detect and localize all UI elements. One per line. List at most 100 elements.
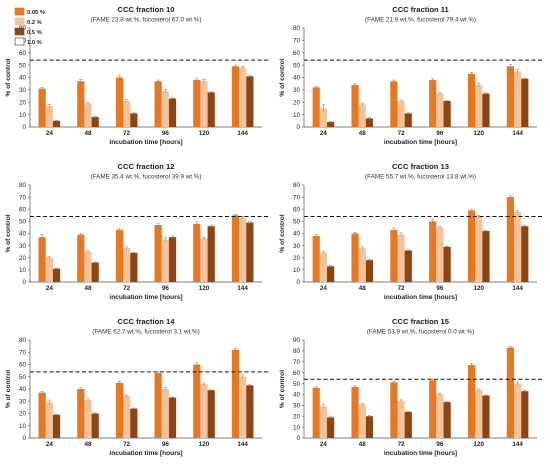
y-tick-label: 20 [19,255,27,262]
legend-label: 1.0 % [27,40,42,46]
x-tick-label: 96 [162,130,170,137]
x-tick-label: 72 [398,130,406,137]
y-tick-label: 40 [293,392,301,399]
bar-1 [351,386,359,438]
chart-title: CCC fraction 10 [118,5,175,14]
bar-3 [52,120,61,127]
bar-3 [130,408,138,438]
bar-3 [521,391,529,438]
bar-2 [123,101,131,127]
bar-2 [45,257,53,282]
chart-title: CCC fraction 15 [392,317,450,326]
bar-2 [161,389,169,438]
bar-3 [207,226,215,282]
y-tick-label: 30 [293,403,301,410]
y-tick-label: 50 [19,374,27,381]
y-tick-label: 40 [19,386,27,393]
bar-3 [482,395,490,438]
bar-1 [390,81,398,127]
y-tick-label: 50 [293,62,301,69]
y-tick-label: 60 [293,206,301,213]
bar-1 [506,66,514,127]
x-tick-label: 120 [199,285,210,292]
bar-2 [319,252,328,282]
y-axis-label: % of control [5,58,12,96]
legend-label: 0.5 % [27,30,42,36]
chart-subtitle: (FAME 21.9 wt.%, fucosterol 79.4 wt.%) [365,17,476,24]
y-tick-label: 10 [19,112,27,119]
y-tick-label: 50 [19,62,27,69]
x-tick-label: 120 [473,285,484,292]
x-tick-label: 24 [320,285,328,292]
bar-3 [404,411,412,438]
bar-2 [123,396,131,438]
bar-3 [365,416,374,438]
x-tick-label: 96 [436,130,444,137]
chart-title: CCC fraction 12 [118,162,175,171]
y-tick-label: 60 [19,206,27,213]
bar-3 [365,118,374,127]
y-tick-label: 0 [296,435,300,442]
bar-2 [161,239,169,282]
x-tick-label: 24 [46,130,54,137]
y-tick-label: 70 [19,349,27,356]
x-tick-label: 24 [46,285,54,292]
x-tick-label: 96 [436,441,444,448]
x-tick-label: 24 [46,441,54,448]
bar-1 [429,221,437,282]
x-axis-label: incubation time [hours] [109,450,182,457]
bar-1 [312,387,320,438]
bar-2 [200,238,208,282]
bar-1 [390,382,398,438]
legend-swatch-3 [14,27,25,36]
y-tick-label: 10 [19,267,27,274]
bar-2 [475,216,483,282]
bar-1 [115,382,124,438]
bar-3 [207,92,215,127]
x-tick-label: 144 [237,441,248,448]
y-tick-label: 60 [19,50,27,57]
y-tick-label: 10 [293,267,301,274]
y-tick-label: 30 [19,398,27,405]
chart-subtitle: (FAME 53.9 wt.%, fucosterol 0.0 wt.%) [367,329,474,336]
legend-swatch-2 [14,17,25,26]
bar-3 [482,93,490,127]
bar-3 [443,402,451,438]
x-tick-label: 48 [359,130,367,137]
bar-1 [115,229,124,282]
bar-1 [312,87,320,127]
bar-1 [77,234,85,282]
bar-2 [319,406,328,438]
legend-label: 0.05 % [27,10,45,16]
bar-3 [404,250,412,282]
bar-2 [513,71,522,127]
bar-3 [327,417,335,438]
bar-2 [436,227,444,282]
bar-3 [168,397,177,438]
bar-3 [327,266,335,282]
bar-1 [312,235,320,282]
y-axis-label: % of control [279,58,286,96]
y-tick-label: 60 [19,362,27,369]
bar-3 [91,413,99,438]
y-tick-label: 80 [293,25,301,32]
chart-subtitle: (FAME 55.7 wt.%, fucosterol 13.8 wt.%) [365,174,476,181]
x-tick-label: 72 [123,441,131,448]
x-tick-label: 48 [84,130,92,137]
y-tick-label: 30 [293,87,301,94]
bar-1 [154,81,162,127]
bar-2 [123,248,131,282]
y-tick-label: 60 [293,370,301,377]
bar-1 [467,210,476,282]
bar-3 [168,237,177,282]
x-tick-label: 96 [162,285,170,292]
bar-2 [436,394,444,438]
x-axis-label: incubation time [hours] [109,294,182,301]
chart-subtitle: (FAME 62.7 wt.%, fucosterol 3.1 wt.%) [92,329,199,336]
bar-3 [246,222,254,282]
bar-3 [91,262,99,282]
y-tick-label: 10 [293,112,301,119]
bar-3 [130,113,138,127]
legend-swatch-4 [14,37,25,46]
